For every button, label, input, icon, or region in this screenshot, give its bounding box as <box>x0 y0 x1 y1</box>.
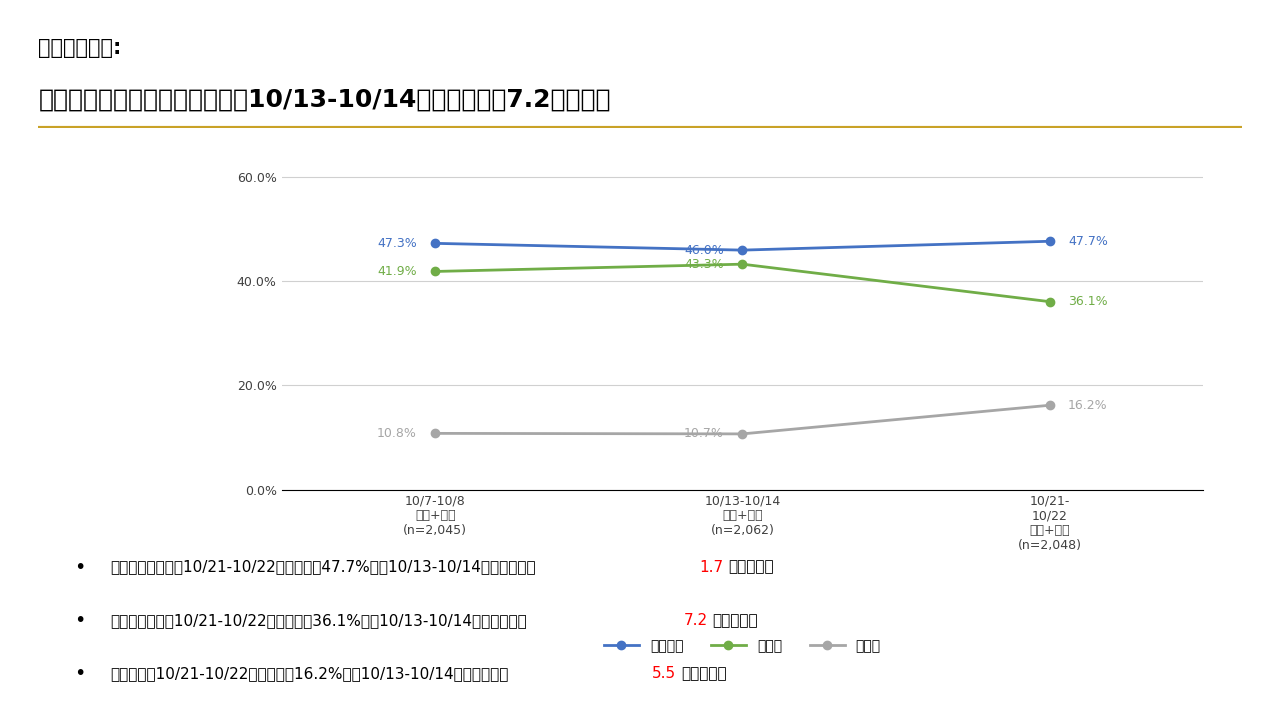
Text: 個百分點。: 個百分點。 <box>712 613 758 628</box>
Text: 36.1%: 36.1% <box>1068 295 1107 308</box>
賴清德 <box>428 267 443 276</box>
Text: 5.5: 5.5 <box>652 666 676 681</box>
Text: 46.0%: 46.0% <box>685 243 724 256</box>
侯柯組合 <box>735 246 750 254</box>
Text: 個百分點。: 個百分點。 <box>681 666 727 681</box>
Line: 賴清德: 賴清德 <box>431 260 1053 306</box>
未表態 <box>1042 401 1057 410</box>
Text: 未表態者：10/21-10/22調查結果為16.2%，與10/13-10/14相比，增加了: 未表態者：10/21-10/22調查結果為16.2%，與10/13-10/14相… <box>110 666 509 681</box>
賴清德 <box>735 260 750 269</box>
Text: 10.7%: 10.7% <box>684 428 724 441</box>
Line: 侯柯組合: 侯柯組合 <box>431 237 1053 254</box>
Text: 1.7: 1.7 <box>699 559 723 575</box>
未表態 <box>735 430 750 438</box>
Text: 賴清德支持度：10/21-10/22調查結果為36.1%，與10/13-10/14相比，下降了: 賴清德支持度：10/21-10/22調查結果為36.1%，與10/13-10/1… <box>110 613 527 628</box>
Text: 43.3%: 43.3% <box>685 258 724 271</box>
Text: 47.3%: 47.3% <box>378 237 417 250</box>
賴清德 <box>1042 297 1057 306</box>
未表態 <box>428 429 443 438</box>
Text: •: • <box>74 664 86 683</box>
Text: 47.7%: 47.7% <box>1068 235 1108 248</box>
侯柯組合 <box>1042 237 1057 246</box>
Line: 未表態: 未表態 <box>431 401 1053 438</box>
Text: 41.9%: 41.9% <box>378 265 417 278</box>
Text: 16.2%: 16.2% <box>1068 399 1107 412</box>
侯柯組合 <box>428 239 443 248</box>
Text: 7.2: 7.2 <box>684 613 708 628</box>
Text: 10.8%: 10.8% <box>376 427 417 440</box>
Text: 調查結果比較:: 調查結果比較: <box>38 37 122 58</box>
Text: 侯柯組合支持度：10/21-10/22調查結果為47.7%，與10/13-10/14相比，上升了: 侯柯組合支持度：10/21-10/22調查結果為47.7%，與10/13-10/… <box>110 559 536 575</box>
Text: •: • <box>74 611 86 630</box>
Text: 個百分點。: 個百分點。 <box>728 559 773 575</box>
Text: •: • <box>74 557 86 577</box>
Text: 賴清德支持度下降幅度較多，與10/13-10/14相比，下降了7.2個百分點: 賴清德支持度下降幅度較多，與10/13-10/14相比，下降了7.2個百分點 <box>38 88 611 112</box>
Legend: 侯柯組合, 賴清德, 未表態: 侯柯組合, 賴清德, 未表態 <box>599 634 886 659</box>
